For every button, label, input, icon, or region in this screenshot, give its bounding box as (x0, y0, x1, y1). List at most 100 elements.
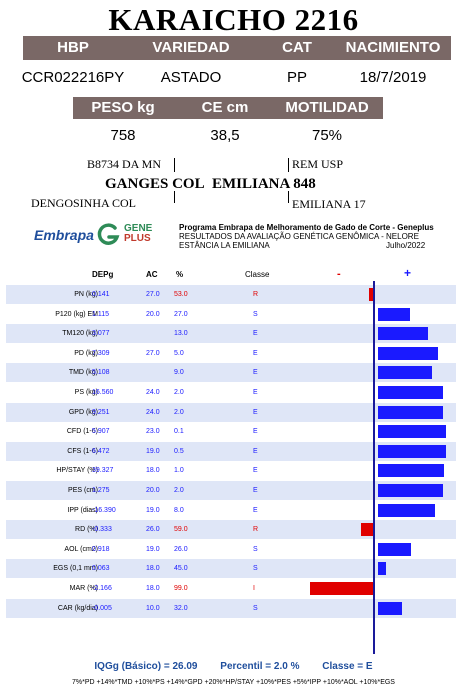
dep-cell: -2.166 (92, 585, 112, 592)
ac-cell: 19.0 (146, 506, 160, 514)
dep-bar (378, 405, 443, 419)
classe-cell: S (253, 565, 258, 573)
pedigree-sire: GANGES COL (105, 176, 205, 192)
perf-header-peso: PESO kg (91, 99, 155, 116)
id-header-hbp: HBP (57, 39, 89, 56)
dep-cell: 7.309 (92, 349, 110, 357)
dep-cell: 16.560 (92, 389, 114, 396)
table-row: RD (%) -0.333 26.0 59.0 R (6, 520, 456, 540)
pedigree-sire-sire: B8734 DA MN (87, 157, 162, 171)
ac-cell: 18.0 (146, 467, 160, 475)
ac-cell: 19.0 (146, 545, 160, 553)
trait-cell: P120 (kg) EM (55, 310, 98, 318)
ac-cell: 20.0 (146, 487, 160, 494)
dep-cell: -0.333 (92, 526, 112, 534)
program-info: Programa Embrapa de Melhoramento de Gado… (179, 223, 434, 250)
pct-cell: 2.0 (174, 389, 184, 396)
id-value-cat: PP (286, 69, 308, 86)
dep-cell: 1.275 (92, 487, 110, 494)
table-row: TM120 (kg) 3.077 13.0 E (6, 324, 456, 344)
perf-value-peso: 758 (110, 127, 136, 144)
dep-cell: -16.390 (92, 506, 116, 514)
id-values-row: CCR022216PY ASTADO PP 18/7/2019 (22, 66, 451, 88)
ac-cell: 27.0 (146, 291, 160, 298)
table-row: GPD (kg) 9.251 24.0 2.0 E (6, 402, 456, 422)
program-line2: RESULTADOS DA AVALIAÇÃO GENÉTICA GENÔMIC… (179, 232, 419, 241)
trait-cell: RD (%) (75, 526, 98, 534)
classe-cell: I (253, 585, 255, 592)
classe-cell: E (253, 349, 258, 357)
table-row: MAR (%) -2.166 18.0 99.0 I (6, 579, 456, 598)
classe-cell: R (253, 526, 259, 534)
pedigree-line (174, 191, 175, 203)
table-row: IPP (dias) -16.390 19.0 8.0 E (6, 501, 456, 520)
table-row: HP/STAY (%) 39.327 18.0 1.0 E (6, 461, 456, 480)
pct-cell: 99.0 (174, 585, 188, 592)
geneplus-logo-icon (97, 223, 120, 245)
pct-cell: 32.0 (174, 604, 188, 612)
geneplus-logo-plus: PLUS (124, 233, 151, 244)
ac-cell: 20.0 (146, 310, 160, 318)
trait-cell: IPP (dias) (67, 506, 98, 514)
program-line3: ESTÂNCIA LA EMILIANA (179, 241, 270, 250)
dep-bar (378, 503, 435, 517)
report-date: Julho/2022 (386, 241, 426, 250)
classe-cell: E (253, 506, 258, 514)
dep-bar (378, 425, 446, 439)
classe-cell: E (253, 428, 258, 436)
pct-cell: 26.0 (174, 545, 188, 553)
pedigree-dam-sire: REM USP (292, 157, 344, 171)
table-row: CFD (1-6) 5.907 23.0 0.1 E (6, 422, 456, 441)
id-header-variedad: VARIEDAD (152, 39, 230, 56)
classe-cell: E (253, 369, 258, 377)
ac-cell: 26.0 (146, 526, 160, 534)
col-header-ac: AC (146, 270, 158, 279)
classe-cell: S (253, 604, 258, 612)
table-row: PN (kg) 0.141 27.0 53.0 R (6, 285, 456, 304)
ac-cell: 19.0 (146, 447, 160, 455)
ac-cell: 23.0 (146, 428, 160, 436)
trait-cell: CFD (1-6) (66, 428, 98, 436)
dep-cell: 6.472 (92, 447, 110, 455)
dep-cell: 0.141 (92, 291, 110, 298)
perf-header-ce: CE cm (201, 99, 249, 116)
perf-header-bar: PESO kg CE cm MOTILIDAD (73, 97, 383, 119)
dep-cell: -0.005 (92, 604, 112, 612)
perf-values-row: 758 38,5 75% (73, 126, 383, 146)
dep-cell: 5.907 (92, 428, 110, 436)
trait-cell: PD (kg) (74, 349, 98, 357)
pct-cell: 9.0 (174, 369, 184, 377)
col-header-dep: DEPg (92, 270, 114, 279)
dep-bar (378, 366, 432, 380)
pedigree-dam-dam: EMILIANA 17 (292, 197, 366, 211)
dep-bar (378, 444, 446, 458)
summary-line: IQGg (Básico) = 26.09 Percentil = 2.0 % … (0, 661, 467, 672)
id-header-bar: HBP VARIEDAD CAT NACIMIENTO (23, 36, 451, 60)
page-title: KARAICHO 2216 (108, 2, 359, 37)
trait-cell: TMD (kg) (68, 369, 98, 377)
pct-cell: 2.0 (174, 408, 184, 416)
classe-cell: E (253, 467, 258, 475)
dep-bar (310, 582, 373, 595)
classe-cell: E (253, 330, 258, 338)
pedigree-sire-dam: DENGOSINHA COL (31, 196, 136, 210)
trait-cell: PS (kg) (74, 389, 98, 396)
table-row: P120 (kg) EM 1.115 20.0 27.0 S (6, 305, 456, 324)
trait-cell: EGS (0,1 mm) (53, 565, 98, 573)
trait-cell: TM120 (kg) (62, 330, 98, 338)
ac-cell: 10.0 (146, 604, 160, 612)
table-row: AOL (cm2) 0.918 19.0 26.0 S (6, 540, 456, 559)
geneplus-logo-text: GENE PLUS (124, 224, 152, 244)
dep-bar (378, 601, 402, 615)
classe-cell: E (253, 408, 258, 416)
trait-cell: AOL (cm2) (64, 545, 98, 553)
col-header-pct: % (176, 270, 184, 279)
pct-cell: 59.0 (174, 526, 188, 534)
dep-bar (368, 288, 373, 301)
trait-cell: GPD (kg) (68, 408, 98, 416)
table-row: CFS (1-6) 6.472 19.0 0.5 E (6, 441, 456, 461)
pct-cell: 0.5 (174, 447, 184, 455)
id-value-nacimiento: 18/7/2019 (359, 69, 427, 86)
dep-cell: 39.327 (92, 467, 114, 475)
trait-cell: CAR (kg/dia) (57, 604, 98, 612)
